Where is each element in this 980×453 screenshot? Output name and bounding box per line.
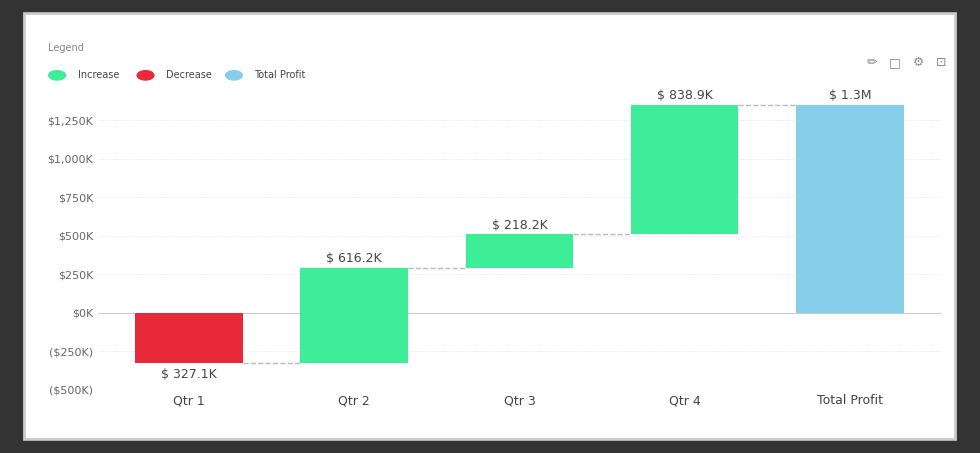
Ellipse shape xyxy=(225,71,242,80)
Bar xyxy=(301,268,408,363)
Ellipse shape xyxy=(49,71,66,80)
Text: $ 616.2K: $ 616.2K xyxy=(326,252,382,265)
Bar xyxy=(631,105,738,235)
Text: ⊡: ⊡ xyxy=(936,56,947,69)
Ellipse shape xyxy=(137,71,154,80)
Text: $ 838.9K: $ 838.9K xyxy=(657,89,712,102)
Text: Total Profit: Total Profit xyxy=(255,70,306,80)
Text: ⚙: ⚙ xyxy=(912,56,924,69)
Text: Legend: Legend xyxy=(48,43,83,53)
Text: □: □ xyxy=(889,56,901,69)
Text: Decrease: Decrease xyxy=(166,70,212,80)
Text: ✏: ✏ xyxy=(866,56,877,69)
Text: $ 327.1K: $ 327.1K xyxy=(161,367,217,381)
Text: $ 1.3M: $ 1.3M xyxy=(829,89,871,102)
Bar xyxy=(796,105,904,313)
FancyBboxPatch shape xyxy=(24,14,956,439)
Bar xyxy=(466,235,573,268)
Text: Increase: Increase xyxy=(77,70,119,80)
Bar xyxy=(135,313,243,363)
Text: $ 218.2K: $ 218.2K xyxy=(492,219,547,231)
